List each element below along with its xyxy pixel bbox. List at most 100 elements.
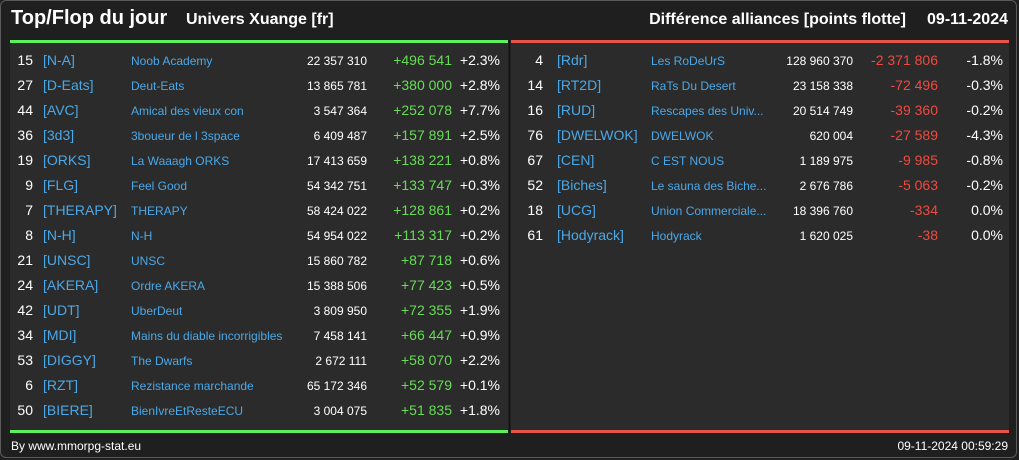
alliance-name-link[interactable]: Feel Good	[131, 179, 188, 193]
table-row: 53 [DIGGY] The Dwarfs 2 672 111 +58 070 +2.2%	[10, 349, 508, 374]
alliance-points: 1 620 025	[799, 229, 853, 243]
alliance-tag-link[interactable]: [UNSC]	[43, 252, 91, 268]
alliance-name-link[interactable]: Amical des vieux con	[131, 104, 244, 118]
percent-change: +0.5%	[459, 277, 500, 293]
percent-change: 0.0%	[971, 227, 1003, 243]
alliance-tag-link[interactable]: [N-A]	[43, 52, 75, 68]
alliance-tag-link[interactable]: [Hodyrack]	[557, 227, 624, 243]
alliance-points: 3 809 950	[313, 304, 367, 318]
alliance-tag-link[interactable]: [RZT]	[43, 377, 78, 393]
table-row: 27 [D-Eats] Deut-Eats 13 865 781 +380 000 +2.…	[10, 74, 508, 99]
points-difference: +252 078	[393, 102, 452, 118]
table-row: 9 [FLG] Feel Good 54 342 751 +133 747 +0.3%	[10, 174, 508, 199]
alliance-tag-link[interactable]: [N-H]	[43, 227, 76, 243]
alliance-name-link[interactable]: Hodyrack	[651, 229, 702, 243]
alliance-name-link[interactable]: DWELWOK	[651, 129, 714, 143]
alliance-points: 54 342 751	[306, 179, 367, 193]
alliance-tag-link[interactable]: [UCG]	[557, 202, 596, 218]
points-difference: -2 371 806	[871, 52, 938, 68]
alliance-tag-link[interactable]: [Rdr]	[557, 52, 588, 68]
alliance-tag-link[interactable]: [UDT]	[43, 302, 80, 318]
alliance-points: 65 172 346	[306, 379, 367, 393]
alliance-tag-link[interactable]: [RT2D]	[557, 77, 602, 93]
alliance-tag-link[interactable]: [MDI]	[43, 327, 77, 343]
alliance-name-link[interactable]: UNSC	[131, 254, 166, 268]
alliance-tag-link[interactable]: [CEN]	[557, 152, 595, 168]
alliance-rank: 34	[17, 327, 33, 343]
alliance-name-link[interactable]: N-H	[131, 229, 153, 243]
alliance-tag-link[interactable]: [AKERA]	[43, 277, 99, 293]
alliance-rank: 44	[17, 102, 33, 118]
alliance-name-link[interactable]: Union Commerciale...	[651, 204, 767, 218]
alliance-rank: 24	[17, 277, 33, 293]
alliance-tag-link[interactable]: [THERAPY]	[43, 202, 117, 218]
alliance-name-link[interactable]: UberDeut	[131, 304, 183, 318]
points-difference: +138 221	[393, 152, 452, 168]
alliance-name-link[interactable]: 3boueur de l 3space	[131, 129, 240, 143]
alliance-rank: 61	[527, 227, 543, 243]
alliance-name-link[interactable]: C EST NOUS	[651, 154, 725, 168]
alliance-tag-link[interactable]: [DIGGY]	[43, 352, 96, 368]
percent-change: +2.2%	[459, 352, 500, 368]
alliance-points: 15 388 506	[306, 279, 367, 293]
alliance-tag-link[interactable]: [RUD]	[557, 102, 596, 118]
table-row: 16 [RUD] Rescapes des Univ... 20 514 749 -39…	[511, 99, 1009, 124]
percent-change: +0.2%	[459, 202, 500, 218]
points-difference: -72 496	[890, 77, 938, 93]
alliance-name-link[interactable]: La Waaagh ORKS	[131, 154, 230, 168]
points-difference: +133 747	[393, 177, 452, 193]
alliance-name-link[interactable]: Mains du diable incorrigibles	[131, 329, 283, 343]
alliance-name-link[interactable]: THERAPY	[131, 204, 188, 218]
table-row: 42 [UDT] UberDeut 3 809 950 +72 355 +1.9%	[10, 299, 508, 324]
alliance-tag-link[interactable]: [DWELWOK]	[557, 127, 638, 143]
alliance-name-link[interactable]: Deut-Eats	[131, 79, 185, 93]
alliance-name-link[interactable]: RaTs Du Desert	[651, 79, 736, 93]
alliance-name-link[interactable]: Les RoDeUrS	[651, 54, 726, 68]
alliance-points: 23 158 338	[792, 79, 853, 93]
points-difference: +66 447	[401, 327, 452, 343]
points-difference: -9 985	[898, 152, 938, 168]
alliance-rank: 6	[25, 377, 33, 393]
alliance-rank: 18	[527, 202, 543, 218]
alliance-points: 6 409 487	[313, 129, 367, 143]
table-row: 15 [N-A] Noob Academy 22 357 310 +496 541 +2.…	[10, 49, 508, 74]
table-row: 44 [AVC] Amical des vieux con 3 547 364 +252…	[10, 99, 508, 124]
percent-change: +0.9%	[459, 327, 500, 343]
table-row: 50 [BIERE] BienIvreEtResteECU 3 004 075 +51 …	[10, 399, 508, 424]
alliance-name-link[interactable]: Rescapes des Univ...	[651, 104, 764, 118]
alliance-name-link[interactable]: Le sauna des Biche...	[651, 179, 767, 193]
flop-panel: 4 [Rdr] Les RoDeUrS 128 960 370 -2 371 806 -1…	[511, 40, 1009, 433]
alliance-points: 1 189 975	[799, 154, 853, 168]
top-list: 15 [N-A] Noob Academy 22 357 310 +496 541 +2.…	[10, 49, 508, 424]
site-credit[interactable]: By www.mmorpg-stat.eu	[11, 439, 142, 453]
table-row: 18 [UCG] Union Commerciale... 18 396 760 -33…	[511, 199, 1009, 224]
alliance-points: 17 413 659	[306, 154, 367, 168]
top-panel: 15 [N-A] Noob Academy 22 357 310 +496 541 +2.…	[10, 40, 508, 433]
alliance-rank: 50	[17, 402, 33, 418]
percent-change: +7.7%	[459, 102, 500, 118]
header-date: 09-11-2024	[927, 11, 1008, 28]
alliance-rank: 36	[17, 127, 33, 143]
alliance-points: 620 004	[809, 129, 853, 143]
alliance-tag-link[interactable]: [AVC]	[43, 102, 79, 118]
alliance-rank: 21	[17, 252, 33, 268]
percent-change: +0.1%	[459, 377, 500, 393]
points-difference: -5 063	[898, 177, 938, 193]
alliance-rank: 7	[25, 202, 33, 218]
alliance-tag-link[interactable]: [3d3]	[43, 127, 75, 143]
alliance-name-link[interactable]: Rezistance marchande	[131, 379, 254, 393]
alliance-rank: 15	[17, 52, 33, 68]
alliance-tag-link[interactable]: [FLG]	[43, 177, 79, 193]
table-row: 4 [Rdr] Les RoDeUrS 128 960 370 -2 371 806 -1…	[511, 49, 1009, 74]
alliance-tag-link[interactable]: [Biches]	[557, 177, 607, 193]
alliance-name-link[interactable]: Noob Academy	[131, 54, 213, 68]
alliance-rank: 14	[527, 77, 543, 93]
alliance-name-link[interactable]: Ordre AKERA	[131, 279, 206, 293]
alliance-name-link[interactable]: BienIvreEtResteECU	[131, 404, 244, 418]
alliance-name-link[interactable]: The Dwarfs	[131, 354, 193, 368]
alliance-tag-link[interactable]: [BIERE]	[43, 402, 93, 418]
alliance-tag-link[interactable]: [ORKS]	[43, 152, 91, 168]
alliance-tag-link[interactable]: [D-Eats]	[43, 77, 94, 93]
table-row: 8 [N-H] N-H 54 954 022 +113 317 +0.2%	[10, 224, 508, 249]
points-difference: +87 718	[401, 252, 452, 268]
